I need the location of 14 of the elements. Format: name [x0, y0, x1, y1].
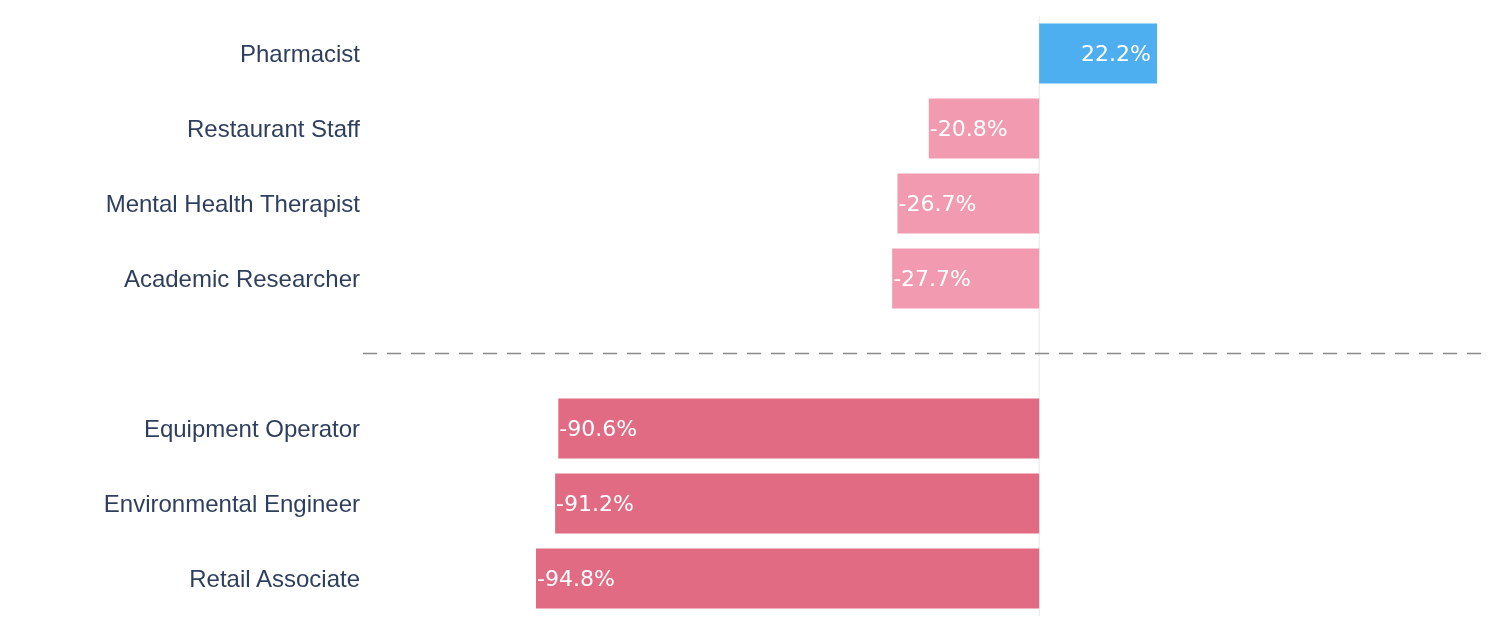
y-tick-label: Restaurant Staff — [187, 114, 361, 142]
data-label: -90.6% — [559, 416, 638, 442]
data-label: -27.7% — [893, 266, 971, 292]
data-label: -91.2% — [556, 491, 634, 517]
data-label: -94.8% — [537, 566, 615, 592]
data-label: -26.7% — [898, 191, 977, 217]
y-tick-label: Environmental Engineer — [103, 489, 360, 517]
y-tick-label: Mental Health Therapist — [105, 189, 361, 217]
data-label: -20.8% — [929, 116, 1008, 142]
y-tick-label: Pharmacist — [239, 39, 361, 67]
y-tick-label: Retail Associate — [189, 564, 360, 592]
data-label: 22.2% — [1081, 41, 1151, 67]
y-tick-label: Academic Researcher — [123, 264, 360, 292]
y-tick-label: Equipment Operator — [143, 414, 360, 442]
